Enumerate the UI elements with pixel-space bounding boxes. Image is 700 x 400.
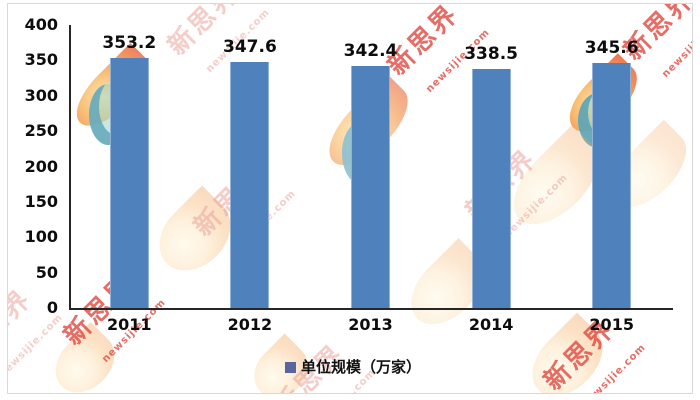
legend: 单位规模（万家） xyxy=(284,358,422,376)
y-axis-line xyxy=(69,25,71,310)
x-tick-label: 2012 xyxy=(227,315,273,334)
bar-value-label: 347.6 xyxy=(223,37,277,58)
y-tick-label: 100 xyxy=(24,227,58,247)
y-tick-label: 0 xyxy=(46,298,58,317)
bar-value-label: 353.2 xyxy=(102,33,157,54)
legend-marker-icon xyxy=(284,361,296,373)
y-tick-label: 300 xyxy=(24,85,58,105)
y-tick-label: 400 xyxy=(24,15,58,34)
y-tick-label: 150 xyxy=(24,191,58,211)
bar-value-label: 342.4 xyxy=(343,40,398,61)
bar-2011 xyxy=(109,58,149,308)
bar-2015 xyxy=(592,63,632,308)
y-tick-label: 200 xyxy=(24,156,58,176)
plot-area: 400 350 300 250 200 150 100 50 0 353.2 2011 347.6 2… xyxy=(8,4,692,393)
legend-label: 单位规模（万家） xyxy=(300,358,422,376)
x-tick-label: 2014 xyxy=(468,315,514,334)
bar-2014 xyxy=(471,68,511,308)
x-tick-label: 2013 xyxy=(348,315,393,334)
y-tick-label: 50 xyxy=(35,262,58,282)
bar-2012 xyxy=(230,62,270,308)
x-tick-label: 2011 xyxy=(107,315,152,334)
y-tick-label: 250 xyxy=(24,121,58,141)
x-axis-line xyxy=(69,308,673,310)
bar-value-label: 345.6 xyxy=(584,38,639,59)
bar-2013 xyxy=(351,65,390,308)
chart-frame: 新思界 newsijie.com 新思界 newsijie.com 新思界 newsi… xyxy=(7,3,693,394)
y-tick-label: 350 xyxy=(24,50,58,70)
bar-value-label: 338.5 xyxy=(464,43,518,64)
x-tick-label: 2015 xyxy=(589,315,634,334)
